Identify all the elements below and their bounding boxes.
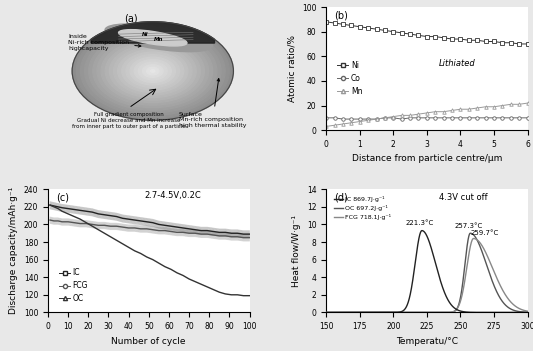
Text: 257.3°C: 257.3°C (455, 223, 483, 229)
Polygon shape (91, 22, 215, 43)
Circle shape (139, 62, 167, 80)
Circle shape (109, 45, 196, 98)
Circle shape (76, 24, 229, 118)
Circle shape (130, 57, 175, 85)
Text: 259.7°C: 259.7°C (470, 230, 498, 236)
Y-axis label: Discharge capacity/mAh·g⁻¹: Discharge capacity/mAh·g⁻¹ (9, 187, 18, 314)
Circle shape (134, 60, 171, 82)
Text: Full gradient composition
Gradual Ni decrease and Mn increase
from inner part to: Full gradient composition Gradual Ni dec… (72, 112, 185, 129)
Text: (d): (d) (334, 193, 348, 203)
Circle shape (118, 49, 188, 93)
Text: 4.3V cut off: 4.3V cut off (439, 193, 488, 202)
Circle shape (80, 27, 225, 115)
Text: (c): (c) (56, 193, 69, 203)
X-axis label: Distance from particle centre/μm: Distance from particle centre/μm (352, 154, 502, 164)
Circle shape (88, 32, 217, 110)
X-axis label: Temperatu/°C: Temperatu/°C (396, 337, 458, 346)
Text: Mn: Mn (154, 37, 164, 41)
X-axis label: Number of cycle: Number of cycle (111, 337, 186, 346)
Ellipse shape (119, 29, 187, 46)
Circle shape (97, 37, 208, 105)
Circle shape (93, 34, 213, 108)
Legend: IC 869.7J·g⁻¹, OC 697.2J·g⁻¹, FCG 718.1J·g⁻¹: IC 869.7J·g⁻¹, OC 697.2J·g⁻¹, FCG 718.1J… (331, 194, 394, 223)
Circle shape (151, 70, 155, 72)
Text: Inside
Ni-rich composition
highcapacity: Inside Ni-rich composition highcapacity (68, 34, 141, 51)
Circle shape (101, 40, 205, 102)
Circle shape (85, 29, 221, 113)
Text: (b): (b) (334, 11, 348, 21)
Legend: IC, FCG, OC: IC, FCG, OC (56, 265, 91, 306)
Circle shape (105, 42, 200, 100)
Circle shape (114, 47, 192, 95)
Circle shape (122, 52, 184, 90)
Text: (a): (a) (125, 13, 138, 23)
Text: 221.3°C: 221.3°C (405, 220, 433, 226)
Y-axis label: Heat flow/W·g⁻¹: Heat flow/W·g⁻¹ (292, 215, 301, 287)
Circle shape (126, 55, 180, 87)
Ellipse shape (105, 24, 213, 52)
Legend: Ni, Co, Mn: Ni, Co, Mn (334, 58, 365, 99)
Text: Ni: Ni (141, 32, 148, 37)
Circle shape (147, 67, 159, 75)
Text: Surface
Mn-rich composition
high thermal stability: Surface Mn-rich composition high thermal… (179, 79, 246, 128)
Circle shape (142, 65, 163, 77)
Y-axis label: Atomic ratio/%: Atomic ratio/% (287, 35, 296, 102)
Circle shape (72, 22, 233, 120)
Text: Lithiated: Lithiated (439, 59, 476, 68)
Text: 2.7-4.5V,0.2C: 2.7-4.5V,0.2C (145, 191, 201, 200)
